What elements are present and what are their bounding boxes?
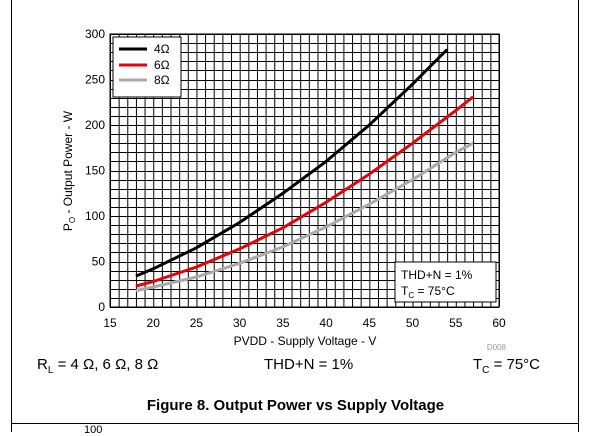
x-tick-label: 30 bbox=[233, 316, 247, 330]
x-tick-label: 50 bbox=[406, 316, 420, 330]
condition-rl: RL = 4 Ω, 6 Ω, 8 Ω bbox=[37, 356, 159, 376]
plot-frame bbox=[109, 33, 500, 308]
x-tick-label: 20 bbox=[147, 316, 161, 330]
x-axis-title: PVDD - Supply Voltage - V bbox=[234, 334, 377, 348]
legend-label: 4Ω bbox=[154, 42, 170, 56]
legend: 4Ω 6Ω 8Ω bbox=[112, 36, 182, 98]
y-tick-label: 50 bbox=[92, 255, 106, 269]
y-tick-label: 0 bbox=[98, 300, 105, 314]
x-tick-label: 55 bbox=[449, 316, 463, 330]
frame-divider bbox=[11, 423, 579, 424]
y-tick-label: 300 bbox=[85, 27, 105, 41]
figure-caption: Figure 8. Output Power vs Supply Voltage bbox=[146, 397, 445, 414]
y-tick-label: 150 bbox=[85, 164, 105, 178]
y-tick-label: 100 bbox=[85, 209, 105, 223]
y-axis-title: PO - Output Power - W bbox=[61, 110, 77, 231]
x-tick-label: 25 bbox=[190, 316, 204, 330]
condition-tc: TC = 75°C bbox=[473, 356, 541, 376]
series-line-1 bbox=[135, 95, 475, 288]
series-lines bbox=[135, 48, 475, 293]
annotation-thd: THD+N = 1% bbox=[401, 268, 473, 282]
tick-labels: 15 20 25 30 35 40 45 50 55 60 0 50 100 150 200 250 300 bbox=[85, 27, 506, 330]
y-tick-label: 200 bbox=[85, 118, 105, 132]
x-tick-label: 45 bbox=[363, 316, 377, 330]
x-tick-label: 35 bbox=[276, 316, 290, 330]
y-tick-label: 250 bbox=[85, 73, 105, 87]
x-tick-label: 15 bbox=[103, 316, 117, 330]
legend-label: 8Ω bbox=[154, 73, 170, 87]
x-tick-label: 60 bbox=[492, 316, 506, 330]
frame-right-border bbox=[578, 0, 579, 432]
legend-label: 6Ω bbox=[154, 58, 170, 72]
annotation-tc: TC = 75°C bbox=[401, 284, 455, 300]
frame-left-border bbox=[11, 0, 12, 432]
x-tick-label: 40 bbox=[319, 316, 333, 330]
series-line-0 bbox=[135, 48, 449, 278]
condition-thd: THD+N = 1% bbox=[264, 356, 354, 373]
series-line-2 bbox=[135, 141, 474, 293]
legend-box bbox=[112, 36, 182, 98]
annotation-box: THD+N = 1% TC = 75°C bbox=[394, 261, 497, 303]
chart-id-label: D008 bbox=[487, 343, 507, 352]
next-chart-tick-label: 100 bbox=[84, 424, 103, 436]
